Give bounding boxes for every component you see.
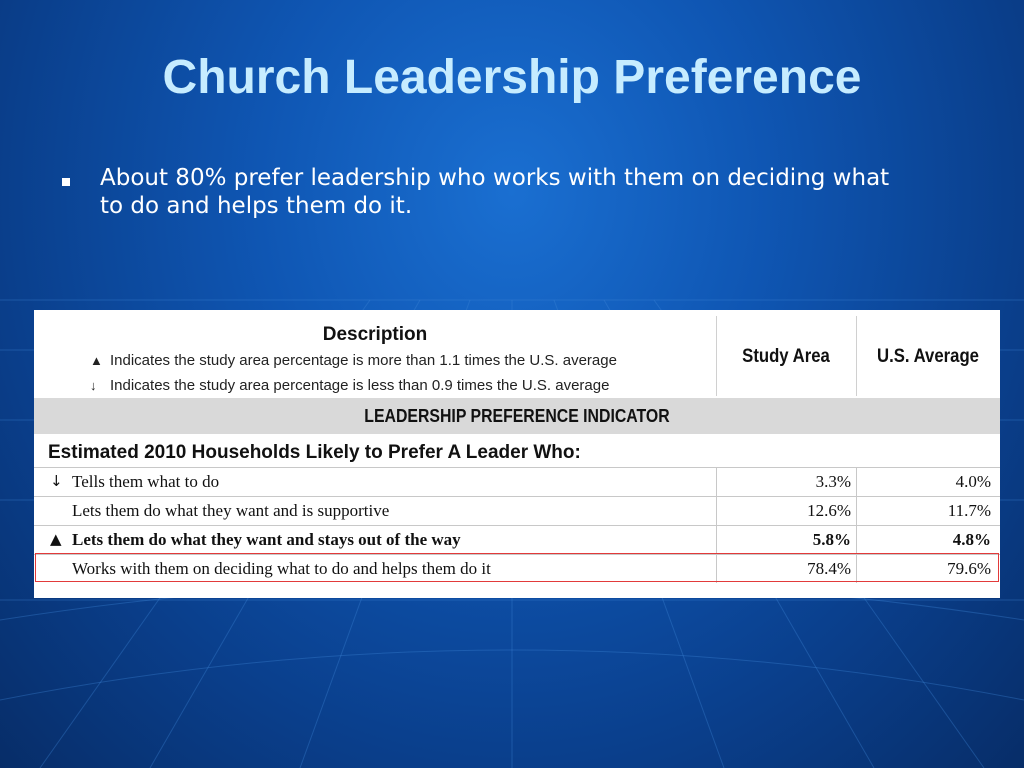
- description-title: Description: [322, 324, 428, 345]
- legend-above-text: Indicates the study area percentage is m…: [110, 352, 617, 369]
- description-header: Description ▲ Indicates the study area pe…: [34, 310, 716, 398]
- row-label: Lets them do what they want and is suppo…: [72, 501, 390, 520]
- bullet-text: About 80% prefer leadership who works wi…: [100, 165, 890, 219]
- row-label: Works with them on deciding what to do a…: [72, 559, 491, 578]
- legend-above: ▲ Indicates the study area percentage is …: [90, 352, 617, 369]
- section-title: LEADERSHIP PREFERENCE INDICATOR: [364, 406, 670, 426]
- us-average-value: 79.6%: [947, 559, 991, 578]
- table-row: ▲ Lets them do what they want and stays …: [34, 525, 1000, 554]
- triangle-up-icon: ▲: [90, 353, 103, 368]
- legend-below: ↓ Indicates the study area percentage is …: [90, 377, 609, 394]
- triangle-up-icon: ▲: [50, 530, 62, 548]
- study-area-value: 5.8%: [812, 530, 851, 549]
- arrow-down-icon: ↓: [90, 378, 97, 393]
- slide-title: Church Leadership Preference: [162, 51, 862, 104]
- column-divider: [716, 316, 717, 396]
- table-row: ↓ Tells them what to do 3.3% 4.0%: [34, 467, 1000, 496]
- us-average-header: U.S. Average: [877, 346, 979, 367]
- table-row-highlighted: Works with them on deciding what to do a…: [34, 554, 1000, 583]
- row-label: Lets them do what they want and stays ou…: [72, 530, 461, 549]
- us-average-value: 4.8%: [952, 530, 991, 549]
- row-label: Tells them what to do: [72, 472, 220, 491]
- study-area-header: Study Area: [742, 346, 830, 367]
- us-average-value: 4.0%: [955, 472, 991, 491]
- study-area-value: 78.4%: [807, 559, 851, 578]
- leadership-table: Description ▲ Indicates the study area pe…: [34, 310, 1000, 598]
- table-row: Lets them do what they want and is suppo…: [34, 496, 1000, 525]
- study-area-value: 12.6%: [807, 501, 851, 520]
- arrow-down-icon: ↓: [50, 472, 63, 490]
- highlight-box: [35, 553, 999, 582]
- legend-below-text: Indicates the study area percentage is l…: [110, 377, 610, 394]
- section-band: LEADERSHIP PREFERENCE INDICATOR: [34, 398, 1000, 434]
- square-bullet-icon: [62, 178, 70, 186]
- table-subheading: Estimated 2010 Households Likely to Pref…: [48, 442, 581, 463]
- study-area-value: 3.3%: [815, 472, 851, 491]
- us-average-value: 11.7%: [947, 501, 991, 520]
- column-divider: [856, 316, 857, 396]
